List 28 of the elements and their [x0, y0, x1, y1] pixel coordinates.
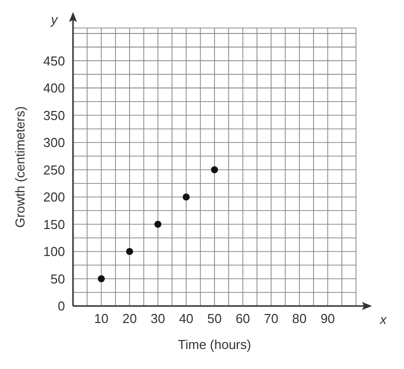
- x-tick-label: 10: [94, 311, 109, 326]
- x-tick-label: 40: [178, 311, 194, 326]
- text: y: [50, 12, 59, 27]
- y-tick-label: 50: [50, 271, 65, 286]
- x-tick-label: 90: [320, 311, 335, 326]
- y-tick-label: 200: [43, 190, 65, 205]
- y-tick-label: 400: [43, 80, 65, 96]
- point: [98, 275, 105, 282]
- x-tick-label: 30: [150, 311, 166, 326]
- y-tick-label: 150: [43, 216, 65, 232]
- y-tick-label: 450: [43, 53, 65, 68]
- x-tick-label: 80: [292, 311, 307, 326]
- point: [182, 193, 190, 200]
- x-tick-label: 70: [264, 311, 278, 326]
- x-tick-label: 20: [122, 311, 137, 326]
- x-axis-title: Time (hours): [178, 337, 252, 352]
- y-tick-label: 0: [58, 298, 65, 314]
- y-tick-label: 100: [43, 244, 65, 260]
- point: [211, 166, 218, 174]
- y-axis-title: Growth (centimeters): [12, 106, 28, 228]
- point: [154, 220, 162, 228]
- point: [126, 248, 134, 255]
- y-tick-label: 250: [43, 162, 65, 178]
- y-tick-label: 300: [43, 135, 65, 150]
- x-tick-label: 60: [236, 311, 250, 326]
- x-tick-label: 50: [207, 311, 222, 326]
- text: x: [379, 312, 387, 327]
- y-tick-label: 350: [43, 108, 65, 123]
